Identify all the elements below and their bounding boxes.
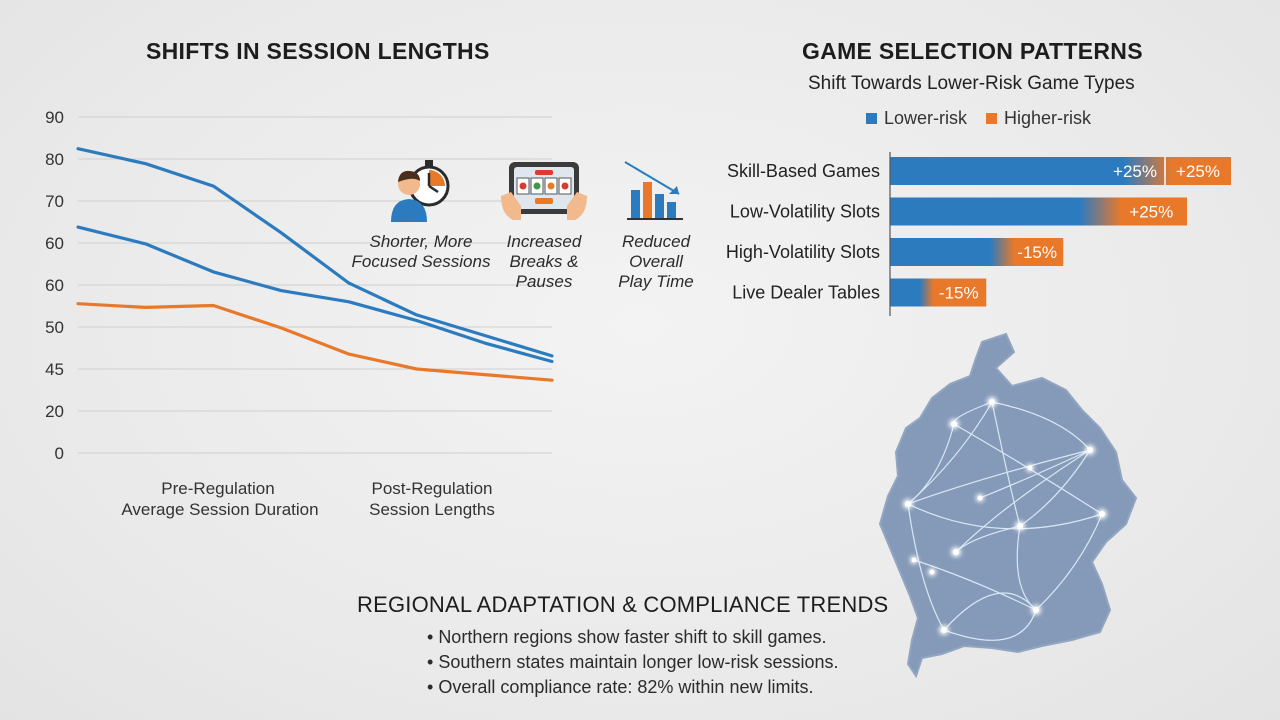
x-label-pre-line1: Pre-Regulation <box>161 479 274 498</box>
legend-swatch-lower-risk <box>866 113 877 124</box>
feature-3-line2: Overall <box>629 252 683 271</box>
feature-3-line1: Reduced <box>621 232 691 251</box>
regional-bullet-list: Northern regions show faster shift to sk… <box>427 625 839 700</box>
category-label: Skill-Based Games <box>727 161 880 181</box>
person-stopwatch-icon <box>391 160 450 222</box>
legend-item-higher-risk: Higher-risk <box>986 108 1091 129</box>
series-line-3 <box>76 302 554 382</box>
category-label: Live Dealer Tables <box>732 283 880 303</box>
regional-bullet: Overall compliance rate: 82% within new … <box>427 675 839 700</box>
y-tick-label: 60 <box>45 276 64 295</box>
bar-chart-legend: Lower-risk Higher-risk <box>866 108 1105 129</box>
feature-2-line3: Pauses <box>515 272 573 291</box>
legend-item-lower-risk: Lower-risk <box>866 108 967 129</box>
line-chart-title: SHIFTS IN SESSION LENGTHS <box>146 38 490 64</box>
declining-bar-chart-icon <box>624 161 683 220</box>
feature-2-line1: Increased <box>506 232 582 251</box>
bar-value-label-higher-risk: +25% <box>1129 203 1173 222</box>
germany-network-map-icon <box>878 332 1138 679</box>
feature-3-line3: Play Time <box>618 272 694 291</box>
series-line-2 <box>76 225 554 364</box>
feature-1-line1: Shorter, More <box>369 232 473 251</box>
tablet-slot-machine-icon <box>501 162 587 220</box>
regional-title: REGIONAL ADAPTATION & COMPLIANCE TRENDS <box>357 592 889 617</box>
feature-reduced-play-time: Reduced Overall Play Time <box>604 158 708 292</box>
legend-label-lower-risk: Lower-risk <box>884 108 968 128</box>
y-tick-label: 90 <box>45 108 64 127</box>
y-tick-label: 80 <box>45 150 64 169</box>
category-label: High-Volatility Slots <box>726 242 880 262</box>
y-tick-label: 45 <box>45 360 64 379</box>
y-tick-label: 60 <box>45 234 64 253</box>
bar-value-label-lower-risk: +25% <box>1113 162 1157 181</box>
x-label-post-line1: Post-Regulation <box>372 479 493 498</box>
bar-segment-lower-risk <box>890 278 987 307</box>
bar-segment-lower-risk <box>890 238 1064 266</box>
bar-value-label-higher-risk: +25% <box>1176 162 1220 181</box>
bar-chart-subtitle: Shift Towards Lower-Risk Game Types <box>808 73 1135 94</box>
feature-2-line2: Breaks & <box>509 252 579 271</box>
feature-shorter-sessions: Shorter, More Focused Sessions <box>350 158 492 272</box>
legend-label-higher-risk: Higher-risk <box>1004 108 1092 128</box>
bar-chart-title: GAME SELECTION PATTERNS <box>802 38 1143 64</box>
game-selection-bar-chart: Skill-Based Games +25% +25% Low-Volatility … <box>726 152 1231 316</box>
bar-segment-lower-risk <box>890 197 1187 226</box>
bar-segment-lower-risk <box>890 157 1231 185</box>
x-label-post-line2: Session Lengths <box>369 500 495 519</box>
feature-1-line2: Focused Sessions <box>351 252 491 271</box>
y-tick-label: 70 <box>45 192 64 211</box>
y-tick-label: 50 <box>45 318 64 337</box>
bar-value-label-higher-risk: -15% <box>1017 243 1057 262</box>
regional-bullet: Southern states maintain longer low-risk… <box>427 650 838 675</box>
feature-increased-breaks: Increased Breaks & Pauses <box>494 158 594 292</box>
y-tick-label: 20 <box>45 402 64 421</box>
x-label-pre-line2: Average Session Duration <box>121 500 318 519</box>
regional-bullet: Northern regions show faster shift to sk… <box>427 625 839 650</box>
y-tick-label: 0 <box>55 444 64 463</box>
bar-value-label-higher-risk: -15% <box>939 284 979 303</box>
series-line-1 <box>76 147 554 358</box>
session-length-line-chart: 90 80 70 60 60 50 45 20 0 Pre-Regulation Average… <box>45 108 554 519</box>
legend-swatch-higher-risk <box>986 113 998 124</box>
category-label: Low-Volatility Slots <box>730 202 880 222</box>
